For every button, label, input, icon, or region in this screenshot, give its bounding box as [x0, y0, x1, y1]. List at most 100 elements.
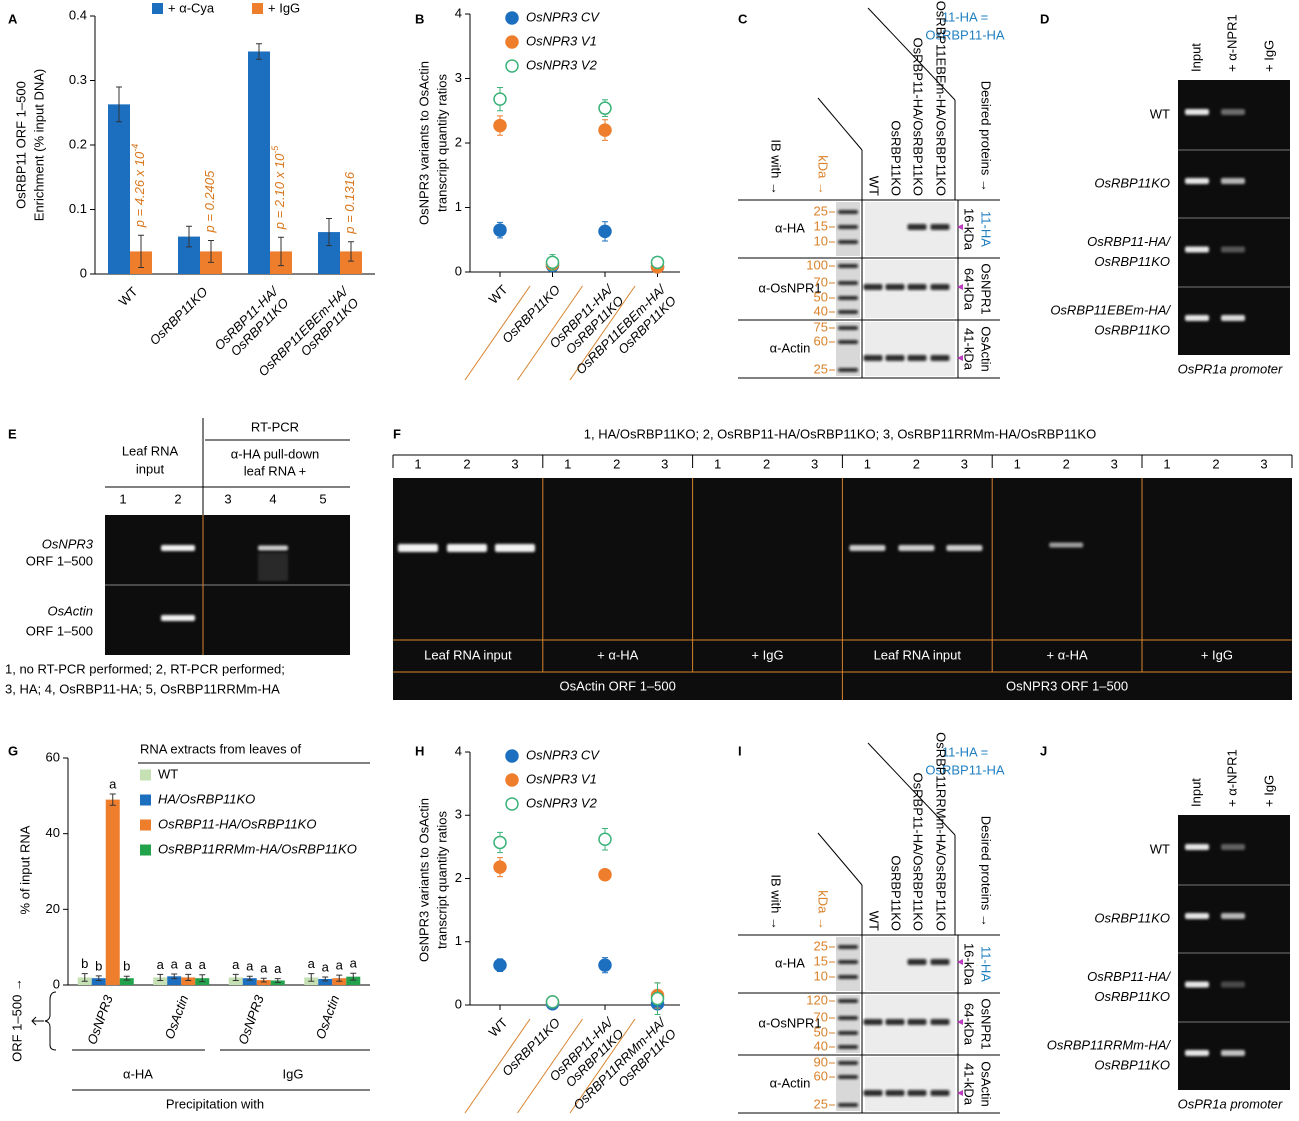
x-tick-label: WT	[116, 284, 141, 309]
group-label: + α-HA	[1047, 647, 1088, 662]
ladder-band	[838, 296, 858, 300]
y-tick-label: 0.4	[69, 7, 87, 22]
ladder-band	[838, 1061, 858, 1065]
lane-label: 1	[1014, 456, 1021, 471]
rule	[867, 742, 956, 836]
error-bar	[138, 234, 144, 269]
legend-label: + IgG	[268, 0, 300, 15]
legend-title: RNA extracts from leaves of	[140, 741, 301, 756]
error-bar	[109, 793, 116, 806]
ladder-band	[838, 326, 858, 330]
gene-label: OsNPR3 ORF 1–500	[1006, 678, 1128, 693]
gel-band	[1185, 981, 1209, 988]
lane-label: 2	[613, 456, 620, 471]
lane-label: 3	[224, 491, 231, 506]
lane-label: + α-NPR1	[1224, 749, 1239, 807]
bar	[318, 978, 333, 985]
group-label: + IgG	[751, 647, 783, 662]
y-tick-label: 1	[455, 933, 462, 948]
legend-text: 3, HA; 4, OsRBP11-HA; 5, OsRBP11RRMm-HA	[5, 681, 280, 696]
note: OsRBP11-HA	[925, 27, 1005, 42]
marker-label: 50	[814, 289, 828, 304]
lane-label: 2	[913, 456, 920, 471]
legend-marker	[505, 797, 519, 811]
size-label: 64-kDa	[962, 268, 977, 311]
ladder-band	[838, 960, 858, 964]
protein-label: OsNPR1	[979, 998, 994, 1049]
y-tick-label: 3	[455, 807, 462, 822]
gel-band	[161, 545, 195, 551]
gel-band	[1185, 246, 1209, 253]
ladder-band	[838, 1016, 858, 1020]
size-label: 41-kDa	[962, 1063, 977, 1106]
desired-label: Desired proteins →	[979, 81, 994, 192]
bar	[108, 104, 130, 275]
gel-band	[398, 544, 438, 552]
ladder-band	[838, 999, 858, 1003]
y-tick-label: 0	[53, 976, 60, 991]
gel-band	[495, 544, 535, 552]
y-tick-label: 4	[455, 743, 462, 758]
legend-label: OsNPR3 CV	[526, 747, 600, 762]
lane-label: 5	[319, 491, 326, 506]
legend-swatch	[140, 844, 151, 856]
gel-band	[930, 1019, 950, 1025]
arrow	[957, 1019, 963, 1025]
group-title: Precipitation with	[166, 1096, 264, 1111]
gel-band	[885, 1090, 905, 1096]
legend-swatch	[140, 819, 151, 831]
x-tick-label: OsActin	[162, 993, 192, 1041]
y-tick-label: 20	[46, 901, 60, 916]
y-tick-label: 3	[455, 70, 462, 85]
lane-label: OsRBP11-HA/OsRBP11KO	[911, 773, 926, 931]
marker-lane	[836, 995, 860, 1053]
error-bar	[81, 973, 88, 982]
lane-label: OsRBP11-HA/OsRBP11KO	[911, 38, 926, 196]
ladder-band	[838, 1103, 858, 1107]
rule	[817, 97, 863, 151]
gel-band	[946, 545, 983, 551]
significance-letter: a	[322, 959, 330, 974]
divider	[569, 1018, 636, 1114]
lane-label: 1	[414, 456, 421, 471]
divider	[517, 1018, 583, 1114]
marker-label: 60	[814, 1068, 828, 1083]
divider	[464, 285, 531, 381]
error-bar	[116, 86, 122, 123]
data-point	[598, 123, 612, 137]
gel-band	[930, 1090, 950, 1096]
error-bar	[232, 973, 239, 981]
panel-letter: D	[1040, 11, 1049, 26]
marker-label: 15	[814, 953, 828, 968]
lane-label: + α-NPR1	[1224, 14, 1239, 72]
gel-band	[863, 1019, 883, 1025]
gel-band	[1221, 178, 1245, 184]
lane-label: 1	[714, 456, 721, 471]
group-label: IgG	[283, 1066, 304, 1081]
label: leaf RNA +	[244, 463, 307, 478]
error-bar	[186, 225, 192, 248]
sample-label: OsRBP11KO	[1094, 322, 1170, 337]
p-value-text: p = 0.1316	[342, 171, 357, 235]
y-axis-label: OsNPR3 variants to OsActin	[416, 798, 431, 962]
marker-label: 25	[814, 361, 828, 376]
panel-letter: F	[393, 426, 401, 441]
rule	[817, 832, 863, 886]
category-axis-label: ORF 1–500 →	[9, 978, 24, 1062]
marker-label: 90	[814, 1054, 828, 1069]
error-bar	[336, 974, 343, 982]
protein-label: OsNPR1	[979, 263, 994, 314]
blot	[865, 322, 955, 376]
gel-band	[885, 284, 905, 290]
legend-label: HA/OsRBP11KO	[158, 791, 255, 806]
x-tick-label: WT	[486, 1015, 511, 1040]
gel-band	[898, 545, 935, 551]
y-tick-label: 4	[455, 5, 462, 20]
gel-band	[907, 284, 927, 290]
sample-label: OsRBP11KO	[1094, 175, 1170, 190]
sample-label: OsRBP11KO	[1094, 989, 1170, 1004]
arrow	[957, 959, 963, 965]
legend-marker	[505, 11, 519, 25]
divider	[569, 285, 636, 381]
